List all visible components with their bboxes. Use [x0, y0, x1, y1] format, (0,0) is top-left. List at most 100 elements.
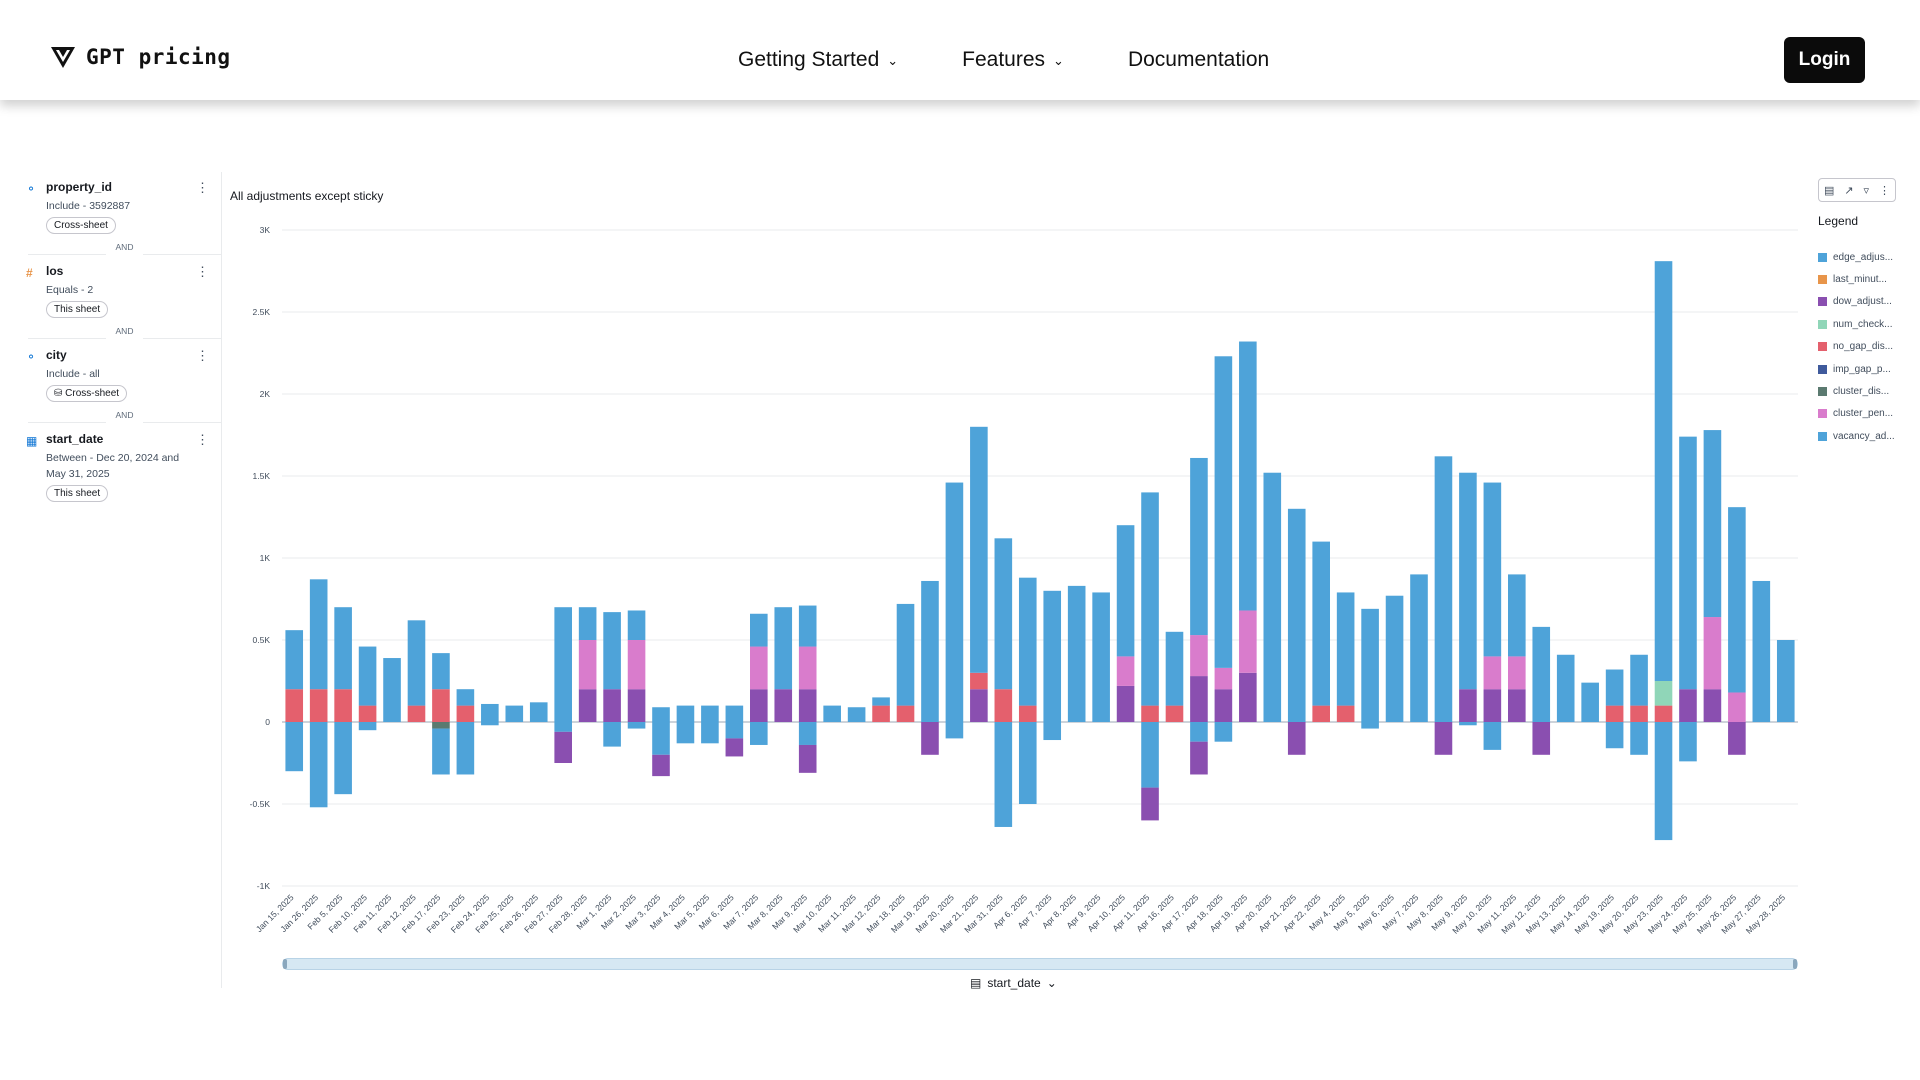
bar-segment — [1214, 667, 1233, 690]
bar-segment — [1165, 705, 1184, 722]
bar-segment — [627, 722, 646, 729]
chart-title: All adjustments except sticky — [230, 189, 384, 203]
bar-segment — [1679, 722, 1697, 762]
more-options-icon[interactable]: ⋮ — [1878, 184, 1890, 197]
bar-segment — [1679, 689, 1697, 722]
more-options-icon[interactable]: ⋮ — [196, 180, 209, 195]
legend-item[interactable]: cluster_pen... — [1818, 403, 1908, 425]
more-options-icon[interactable]: ⋮ — [196, 348, 209, 363]
bar-segment — [750, 646, 768, 690]
login-button[interactable]: Login — [1784, 37, 1865, 83]
legend-swatch — [1818, 319, 1827, 329]
filter-icon[interactable]: ▿ — [1863, 184, 1870, 197]
filter-scope-chip[interactable]: This sheet — [46, 485, 109, 502]
legend-item[interactable]: edge_adjus... — [1818, 246, 1908, 268]
filter-city[interactable]: ⚬ city Include - all ⛁ Cross-sheet ⋮ — [18, 340, 221, 402]
bar-segment — [1165, 631, 1184, 706]
logo-icon — [51, 47, 75, 68]
bar-segment — [1703, 430, 1722, 618]
chart-type-icon[interactable]: ▤ — [1823, 184, 1835, 197]
bar-segment — [1483, 656, 1502, 690]
x-axis-field[interactable]: ▤ start_date ⌄ — [970, 976, 1057, 990]
bar-segment — [432, 653, 450, 690]
bar-segment — [1532, 626, 1551, 722]
bar-segment — [798, 689, 817, 722]
chevron-down-icon: ⌄ — [1053, 53, 1064, 68]
nav-features[interactable]: Features ⌄ — [962, 48, 1064, 72]
bar-segment — [1190, 741, 1208, 775]
legend-items: edge_adjus... last_minut... dow_adjust...n… — [1818, 246, 1908, 448]
y-tick-label: 1.5K — [253, 471, 271, 481]
more-options-icon[interactable]: ⋮ — [196, 264, 209, 279]
bar-segment — [1508, 574, 1526, 657]
bar-segment — [725, 722, 744, 739]
legend-label: dow_adjust... — [1833, 296, 1892, 308]
chart-legend: Legend edge_adjus... last_minut... dow_adj… — [1818, 214, 1908, 448]
bar-segment — [1483, 482, 1502, 657]
filter-description: Equals - 2 — [46, 284, 94, 296]
legend-item[interactable]: imp_gap_p... — [1818, 358, 1908, 380]
bar-segment — [407, 620, 426, 706]
filter-name: city — [46, 348, 67, 362]
legend-swatch — [1818, 431, 1827, 441]
bar-segment — [994, 722, 1013, 827]
bar-segment — [1214, 722, 1233, 742]
filter-scope-chip[interactable]: Cross-sheet — [46, 217, 116, 234]
more-options-icon[interactable]: ⋮ — [196, 432, 209, 447]
legend-label: imp_gap_p... — [1833, 363, 1891, 375]
filter-scope-chip[interactable]: ⛁ Cross-sheet — [46, 385, 128, 402]
filter-scope-chip[interactable]: This sheet — [46, 301, 109, 318]
bar-segment — [1728, 692, 1746, 722]
bar-segment — [725, 705, 744, 722]
bar-segment — [1410, 574, 1428, 722]
bar-segment — [309, 579, 328, 690]
bar-segment — [774, 607, 793, 690]
nav-documentation[interactable]: Documentation — [1128, 48, 1269, 72]
bar-segment — [676, 722, 695, 744]
legend-item[interactable]: num_check... — [1818, 313, 1908, 335]
legend-item[interactable]: dow_adjust... — [1818, 291, 1908, 313]
legend-item[interactable]: cluster_dis... — [1818, 380, 1908, 402]
legend-label: last_minut... — [1833, 274, 1887, 286]
bar-segment — [1018, 577, 1037, 706]
bar-segment — [1043, 590, 1062, 722]
bar-segment — [285, 689, 304, 722]
nav-features-label: Features — [962, 48, 1046, 71]
expand-icon[interactable]: ↗ — [1844, 184, 1854, 197]
bar-segment — [1190, 722, 1208, 742]
bar-segment — [1239, 610, 1257, 673]
bar-segment — [1483, 722, 1502, 750]
top-navigation: GPT pricing Getting Started ⌄ Features ⌄… — [0, 0, 1920, 100]
legend-item[interactable]: last_minut... — [1818, 268, 1908, 290]
scroll-handle-right[interactable] — [1793, 959, 1797, 969]
main-nav: Getting Started ⌄ Features ⌄ Documentati… — [738, 48, 1269, 72]
legend-item[interactable]: vacancy_ad... — [1818, 425, 1908, 447]
bar-segment — [1605, 722, 1624, 749]
scroll-handle-left[interactable] — [283, 959, 287, 969]
legend-swatch — [1818, 409, 1827, 419]
bar-segment — [578, 607, 597, 640]
bar-segment — [1556, 654, 1575, 722]
filter-property-id[interactable]: ⚬ property_id Include - 3592887 Cross-sh… — [18, 172, 221, 234]
bar-segment — [1141, 787, 1159, 821]
x-axis-scrollbar[interactable] — [282, 958, 1798, 970]
bar-segment — [481, 703, 499, 722]
legend-item[interactable]: no_gap_dis... — [1818, 336, 1908, 358]
filter-los[interactable]: # los Equals - 2 This sheet ⋮ — [18, 256, 221, 318]
filter-start-date[interactable]: ▦ start_date Between - Dec 20, 2024 and … — [18, 424, 221, 502]
bar-segment — [383, 658, 401, 722]
bar-segment — [1092, 592, 1110, 722]
bar-segment — [676, 705, 695, 722]
bar-segment — [994, 538, 1013, 690]
bar-segment — [1287, 722, 1306, 755]
bar-segment — [1728, 722, 1746, 755]
bar-segment — [1141, 722, 1159, 788]
legend-swatch — [1818, 252, 1827, 262]
chevron-down-icon: ⌄ — [887, 53, 899, 68]
brand-logo[interactable]: GPT pricing — [50, 44, 231, 70]
bar-segment — [750, 689, 768, 722]
bar-segment — [701, 705, 719, 722]
nav-getting-started[interactable]: Getting Started ⌄ — [738, 48, 898, 72]
bar-segment — [1703, 617, 1722, 690]
